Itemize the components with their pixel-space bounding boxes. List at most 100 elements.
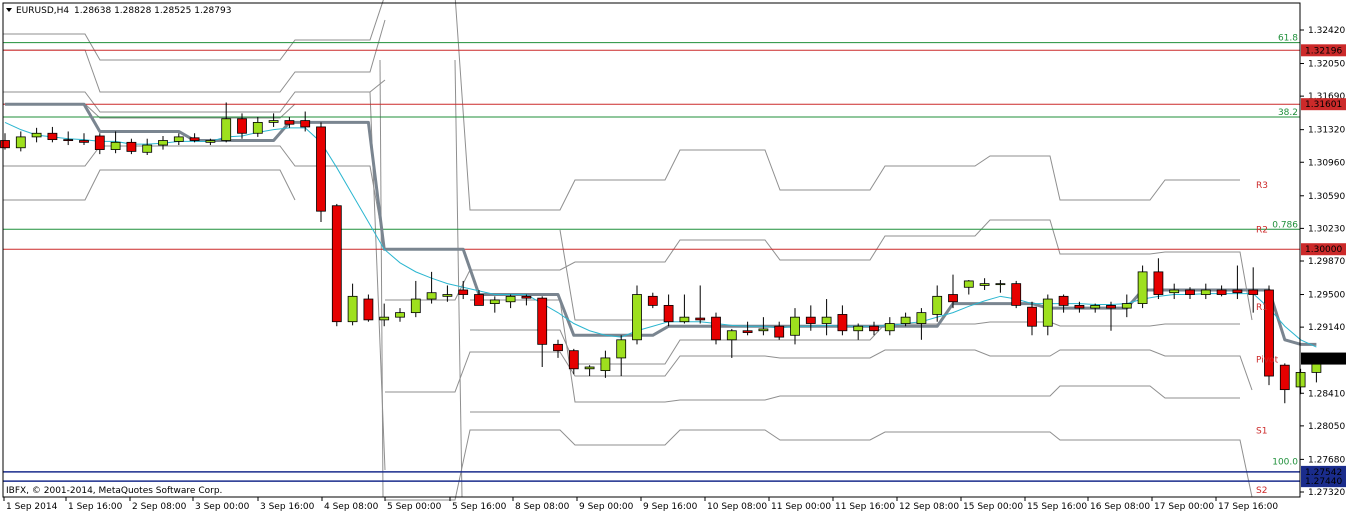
pivot-label: R2 xyxy=(1256,225,1268,235)
candle-body xyxy=(568,350,579,370)
envelope-line xyxy=(379,59,384,498)
candle-body xyxy=(742,330,753,333)
candle-body xyxy=(632,294,642,341)
candle-body xyxy=(300,120,311,128)
price-tag-label: 1.31601 xyxy=(1305,100,1342,110)
fib-label: 0.786 xyxy=(1272,220,1298,230)
candle-body xyxy=(410,298,421,314)
candle xyxy=(1216,285,1227,297)
candle-body xyxy=(916,312,927,324)
candle xyxy=(442,285,453,302)
candle-body xyxy=(711,316,721,341)
candle xyxy=(1090,303,1101,313)
candle xyxy=(584,365,595,377)
x-tick-label: 9 Sep 00:00 xyxy=(579,502,634,512)
pivot-label: S1 xyxy=(1256,426,1267,436)
candle xyxy=(1279,363,1290,404)
y-tick-label: 1.29870 xyxy=(1308,257,1345,267)
y-tick-label: 1.30230 xyxy=(1308,224,1345,234)
candle-body xyxy=(110,141,121,150)
x-tick-label: 17 Sep 16:00 xyxy=(1218,502,1278,512)
x-tick-label: 2 Sep 08:00 xyxy=(132,502,187,512)
candle xyxy=(774,321,785,340)
candle-body xyxy=(489,299,500,304)
candle-body xyxy=(142,144,153,153)
candle-body xyxy=(1121,303,1132,309)
candle xyxy=(410,280,421,318)
x-tick-label: 8 Sep 08:00 xyxy=(515,502,570,512)
candle xyxy=(489,296,500,313)
y-tick-label: 1.31320 xyxy=(1308,126,1345,136)
price-tag-box xyxy=(1301,44,1346,57)
candle-body xyxy=(695,317,706,321)
candle xyxy=(158,135,168,150)
candle xyxy=(521,294,532,306)
price-tag-label: 1.30000 xyxy=(1305,245,1342,255)
price-tag: 1.32196 xyxy=(1301,44,1346,57)
candle-body xyxy=(379,316,390,321)
candle xyxy=(805,305,816,331)
candle-body xyxy=(1153,271,1164,295)
dropdown-triangle-icon[interactable] xyxy=(6,8,12,12)
price-tag: 1.27440 xyxy=(1301,475,1346,488)
candle-body xyxy=(1279,364,1290,391)
candle-body xyxy=(347,295,358,323)
candle xyxy=(537,296,548,367)
fib-label: 38.2 xyxy=(1278,108,1298,118)
candle-body xyxy=(963,280,974,288)
candle-body xyxy=(94,135,105,150)
candle-body xyxy=(31,132,42,138)
candle xyxy=(695,285,706,324)
chart-title[interactable]: EURUSD,H4 1.28638 1.28828 1.28525 1.2879… xyxy=(6,6,231,16)
y-tick-label: 1.29500 xyxy=(1308,291,1345,301)
candle-body xyxy=(1058,295,1069,306)
candle xyxy=(94,133,105,155)
candle-body xyxy=(1011,283,1022,306)
candle-body xyxy=(900,316,911,324)
candle xyxy=(932,285,943,322)
candle xyxy=(205,138,216,146)
candle-body xyxy=(774,325,785,338)
candle-body xyxy=(1169,289,1180,294)
x-tick-label: 9 Sep 16:00 xyxy=(643,502,698,512)
candles xyxy=(0,102,1322,404)
candle xyxy=(1295,368,1306,395)
x-tick-label: 5 Sep 00:00 xyxy=(387,502,442,512)
candle-body xyxy=(790,316,800,336)
y-tick-label: 1.29140 xyxy=(1308,323,1345,333)
x-tick-label: 17 Sep 00:00 xyxy=(1154,502,1214,512)
y-tick-label: 1.32420 xyxy=(1308,26,1345,36)
candle xyxy=(63,131,74,146)
envelope-lines xyxy=(3,0,1253,501)
candle-body xyxy=(63,139,74,142)
candle-body xyxy=(821,316,832,324)
candle-body xyxy=(268,120,279,123)
candle xyxy=(458,280,469,300)
candle xyxy=(300,111,311,132)
envelope-line xyxy=(470,321,1240,365)
plot-frame xyxy=(2,2,1301,498)
candle xyxy=(916,308,927,340)
candle xyxy=(1027,301,1037,336)
pivot-label: S2 xyxy=(1256,486,1267,496)
candle-body xyxy=(1264,289,1274,377)
candle xyxy=(821,299,832,336)
candle xyxy=(505,294,516,309)
x-tick-label: 16 Sep 08:00 xyxy=(1090,502,1150,512)
candle-body xyxy=(600,357,611,372)
candle-body xyxy=(616,339,627,359)
x-tick-label: 1 Sep 2014 xyxy=(6,502,58,512)
candle xyxy=(142,138,153,156)
candle xyxy=(252,116,263,137)
candle-body xyxy=(284,120,295,125)
candle-body xyxy=(932,295,943,315)
candle-body xyxy=(995,283,1006,286)
candle-body xyxy=(1074,304,1085,309)
x-tick-label: 3 Sep 00:00 xyxy=(195,502,250,512)
candle xyxy=(632,285,642,345)
candle-body xyxy=(726,330,737,341)
candle xyxy=(963,280,974,295)
candle xyxy=(1232,265,1243,300)
price-tag-label: 1.27440 xyxy=(1305,477,1342,487)
